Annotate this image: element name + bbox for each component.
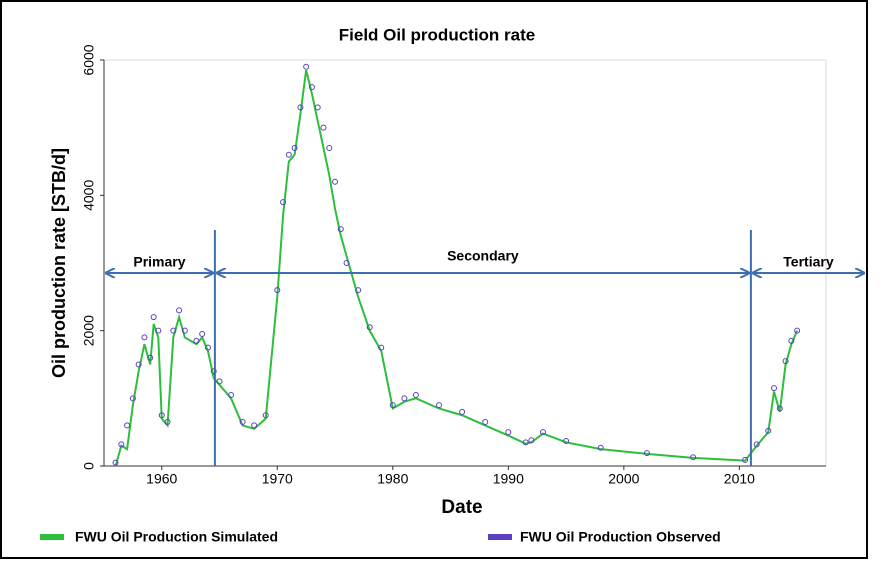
y-tick-label: 2000: [81, 315, 97, 346]
point: [210, 368, 217, 375]
x-tick-label: 1970: [262, 471, 293, 487]
point: [129, 395, 136, 402]
point: [314, 104, 321, 111]
point: [505, 429, 512, 436]
point: [303, 63, 310, 70]
point: [690, 454, 697, 461]
y-tick-label: 0: [81, 462, 97, 470]
x-tick-label: 1990: [493, 471, 524, 487]
x-tick-label: 2000: [608, 471, 639, 487]
point: [401, 395, 408, 402]
point: [412, 391, 419, 398]
point: [216, 378, 223, 385]
point: [274, 287, 281, 294]
point: [320, 124, 327, 131]
point: [355, 287, 362, 294]
point: [788, 337, 795, 344]
point: [539, 429, 546, 436]
point: [337, 226, 344, 233]
point: [771, 385, 778, 392]
point: [782, 358, 789, 365]
point: [291, 144, 298, 151]
point: [176, 307, 183, 314]
point: [528, 437, 535, 444]
x-tick-label: 1980: [377, 471, 408, 487]
x-tick-label: 1960: [146, 471, 177, 487]
point: [280, 199, 287, 206]
phase-label: Primary: [133, 254, 185, 270]
point: [239, 419, 246, 426]
point: [228, 391, 235, 398]
legend-label: FWU Oil Production Simulated: [75, 529, 278, 545]
chart-title: Field Oil production rate: [339, 25, 535, 44]
point: [522, 439, 529, 446]
point: [251, 422, 258, 429]
point: [285, 151, 292, 158]
point: [262, 412, 269, 419]
point: [389, 402, 396, 409]
point: [164, 419, 171, 426]
phase-label: Tertiary: [783, 254, 834, 270]
frame: [0, 0, 868, 559]
point: [158, 412, 165, 419]
point: [199, 331, 206, 338]
point: [794, 327, 801, 334]
y-tick-label: 4000: [81, 180, 97, 211]
x-axis-label: Date: [441, 497, 482, 518]
line: [114, 69, 799, 467]
point: [135, 361, 142, 368]
y-tick-label: 6000: [81, 44, 97, 75]
point: [742, 456, 749, 463]
point: [378, 344, 385, 351]
point: [155, 327, 162, 334]
point: [643, 450, 650, 457]
point: [297, 104, 304, 111]
point: [124, 422, 131, 429]
point: [482, 419, 489, 426]
point: [436, 402, 443, 409]
point: [332, 178, 339, 185]
point: [181, 327, 188, 334]
x-tick-label: 2010: [724, 471, 755, 487]
point: [459, 408, 466, 415]
point: [308, 84, 315, 91]
point: [193, 337, 200, 344]
point: [118, 441, 125, 448]
phase-label: Secondary: [447, 248, 519, 264]
point: [563, 437, 570, 444]
point: [112, 459, 119, 466]
point: [343, 260, 350, 266]
point: [765, 427, 772, 434]
point: [326, 144, 333, 151]
legend-label: FWU Oil Production Observed: [520, 529, 721, 545]
point: [150, 314, 157, 321]
point: [366, 324, 373, 331]
point: [147, 354, 154, 361]
point: [141, 334, 148, 341]
point: [204, 344, 211, 351]
point: [597, 444, 604, 451]
point: [170, 327, 177, 334]
point: [776, 405, 783, 412]
y-axis-label: Oil production rate [STB/d]: [49, 148, 69, 378]
point: [753, 441, 760, 448]
